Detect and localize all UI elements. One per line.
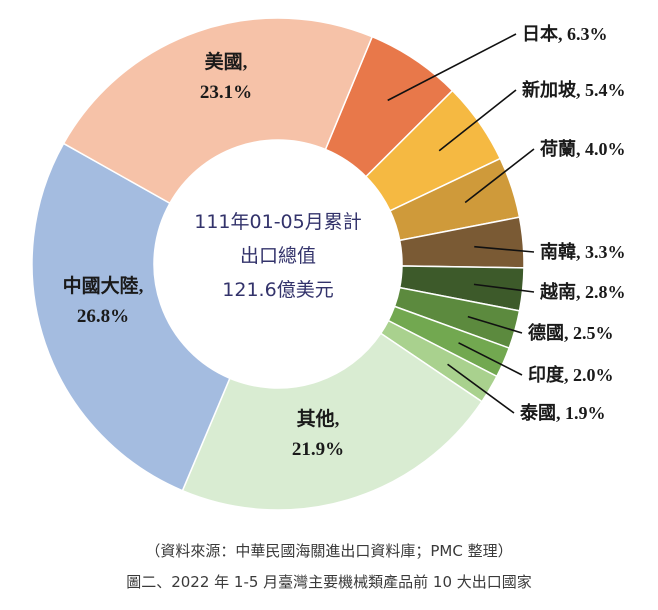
figure-title: 圖二、2022 年 1-5 月臺灣主要機械類產品前 10 大出口國家 <box>126 573 532 591</box>
slice-label: 荷蘭, 4.0% <box>540 138 626 159</box>
leader-line <box>464 148 535 204</box>
leader-line <box>473 283 535 293</box>
slice-label: 美國, <box>205 50 248 73</box>
slice-label: 新加坡, 5.4% <box>522 79 626 100</box>
leader-lines <box>387 33 535 414</box>
slice-value-label: 21.9% <box>292 439 344 460</box>
leader-line <box>387 33 517 102</box>
center-line-1: 111年01-05月累計 <box>194 211 361 233</box>
leader-line <box>467 315 523 334</box>
leader-line <box>458 342 523 376</box>
slice-label: 德國, 2.5% <box>528 322 614 343</box>
slice-e4b8ade59c8be5a4a7e999b8 <box>31 142 231 492</box>
center-label: 111年01-05月累計 出口總值 121.6億美元 <box>194 211 361 301</box>
slice-label: 印度, 2.0% <box>528 364 614 385</box>
slice-labels: 日本, 6.3% 新加坡, 5.4% 荷蘭, 4.0% 南韓, 3.3% 越南, 2.8… <box>63 23 626 460</box>
leader-line <box>474 245 535 253</box>
slice-label: 其他, <box>297 407 340 430</box>
slice-label: 泰國, 1.9% <box>519 402 606 423</box>
slice-value-label: 26.8% <box>77 306 129 327</box>
slice-label: 南韓, 3.3% <box>540 241 626 262</box>
slice-value-label: 23.1% <box>200 82 252 103</box>
slice-label: 越南, 2.8% <box>539 281 626 302</box>
slice-label: 日本, 6.3% <box>522 23 608 44</box>
source-caption: （資料來源：中華民國海關進出口資料庫；PMC 整理） <box>145 542 513 560</box>
center-line-2: 出口總值 <box>240 245 316 267</box>
leader-line <box>438 89 517 152</box>
leader-line <box>447 363 515 414</box>
slice-label: 中國大陸, <box>63 274 144 297</box>
donut-chart: 日本, 6.3% 新加坡, 5.4% 荷蘭, 4.0% 南韓, 3.3% 越南, 2.8… <box>31 17 626 511</box>
slice-e585b6e4bb96 <box>181 332 483 511</box>
donut-slices <box>31 17 525 511</box>
slice-e7be8ee59c8b <box>62 17 374 205</box>
center-line-3: 121.6億美元 <box>222 279 333 301</box>
